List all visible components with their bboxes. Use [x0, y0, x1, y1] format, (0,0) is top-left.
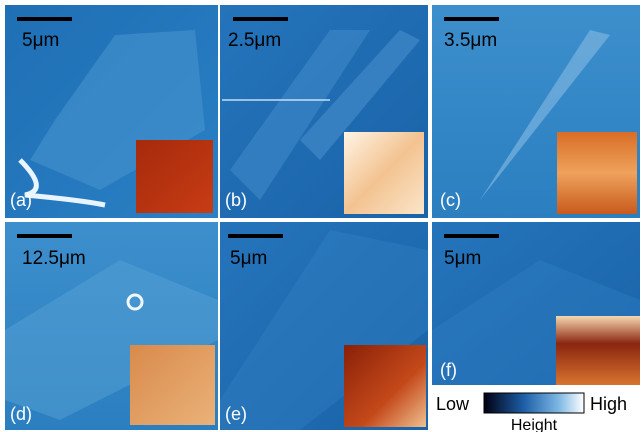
panel-label: (c) — [440, 190, 461, 210]
panel-label: (a) — [10, 190, 32, 210]
scale-label: 5μm — [444, 248, 481, 269]
panel-f: 5μm (f) — [432, 222, 640, 385]
colorbar-title: Height — [511, 417, 558, 432]
scale-label: 5μm — [230, 248, 267, 269]
figure: 5μm (a) 2.5μm (b) 3.5μm (c) 12.5μm (d) — [0, 0, 644, 432]
panel-label: (f) — [440, 360, 457, 380]
panel-label: (d) — [10, 404, 32, 424]
panel-d: 12.5μm (d) — [5, 222, 218, 430]
scale-label: 2.5μm — [228, 30, 281, 51]
panel-a: 5μm (a) — [5, 5, 218, 218]
panel-label: (e) — [225, 404, 247, 424]
panel-e: 5μm (e) — [220, 222, 428, 430]
panel-b: 2.5μm (b) — [220, 5, 428, 218]
panel-c: 3.5μm (c) — [432, 5, 640, 218]
panel-label: (b) — [225, 190, 247, 210]
colorbar-high: High — [590, 394, 627, 414]
scale-label: 5μm — [22, 30, 59, 51]
colorbar: Low High Height — [436, 393, 627, 432]
colorbar-low: Low — [436, 394, 470, 414]
scale-label: 3.5μm — [444, 30, 497, 51]
scale-label: 12.5μm — [22, 248, 86, 269]
